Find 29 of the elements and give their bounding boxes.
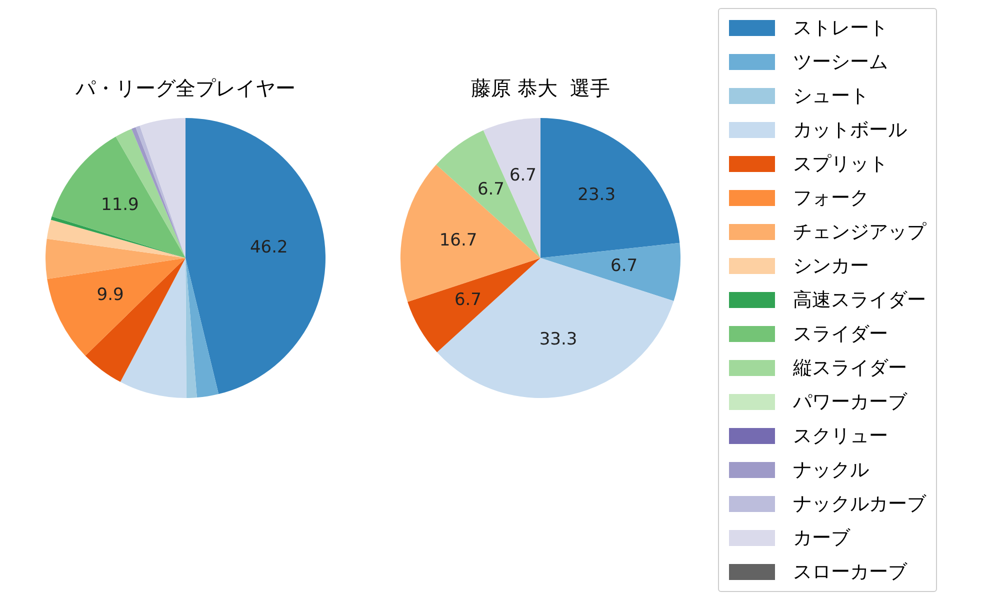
data-label: 11.9 [101, 194, 139, 215]
legend-label: スクリュー [793, 424, 888, 449]
data-label: 23.3 [578, 184, 616, 205]
data-label: 6.7 [454, 290, 482, 310]
legend-label: 高速スライダー [793, 288, 926, 313]
legend-label: カットボール [793, 118, 907, 143]
legend-label: フォーク [793, 186, 869, 211]
legend-label: シュート [793, 84, 869, 109]
legend-label: パワーカーブ [793, 390, 907, 415]
legend-label: スライダー [793, 322, 888, 347]
text: 藤原 恭大 選手 [470, 76, 610, 100]
data-label: 6.7 [477, 180, 504, 200]
data-label: 16.7 [439, 230, 478, 250]
data-label: 46.2 [250, 237, 288, 258]
legend-label: ナックルカーブ [793, 492, 926, 517]
legend-label: チェンジアップ [793, 220, 926, 245]
legend-label: スプリット [793, 152, 888, 177]
legend-label: ストレート [793, 16, 888, 41]
legend-label: ツーシーム [793, 50, 888, 75]
data-label: 6.7 [610, 256, 638, 276]
data-label: 6.7 [509, 165, 536, 186]
legend-label: ナックル [793, 458, 869, 483]
data-label: 9.9 [96, 284, 124, 305]
legend-label: カーブ [793, 526, 850, 551]
chart-title: パ・リーグ全プレイヤー [74, 76, 296, 100]
data-label: 33.3 [539, 330, 578, 350]
legend-label: 縦スライダー [793, 356, 907, 381]
legend-label: スローカーブ [793, 560, 907, 585]
legend-label: シンカー [793, 254, 869, 279]
